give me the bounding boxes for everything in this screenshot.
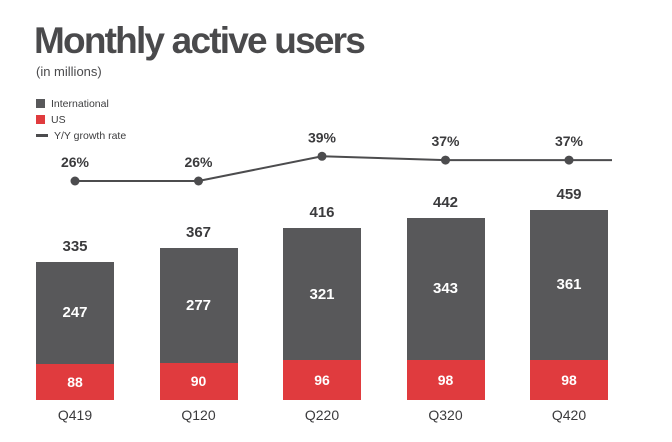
total-value-label: 459 — [556, 186, 582, 204]
us-segment: 96 — [283, 360, 361, 400]
category-label: Q120 — [181, 407, 216, 423]
bar-column-q220: 416 321 96 — [283, 204, 361, 400]
legend-label: Y/Y growth rate — [54, 129, 127, 142]
category-label: Q320 — [428, 407, 463, 423]
bar-column-q420: 459 361 98 — [530, 186, 608, 400]
us-segment: 90 — [159, 362, 238, 400]
chart-subtitle: (in millions) — [36, 64, 102, 79]
international-segment: 343 — [406, 217, 485, 360]
legend-line-swatch-icon — [36, 134, 48, 137]
international-segment: 361 — [530, 210, 608, 360]
legend-item-us: US — [36, 113, 126, 126]
bar-column-q120: 367 277 90 — [159, 224, 238, 400]
page-title: Monthly active users — [34, 20, 366, 61]
bar-column-q419: 335 247 88 — [36, 238, 114, 400]
international-segment: 247 — [36, 261, 114, 364]
total-value-label: 442 — [432, 193, 459, 211]
category-label: Q220 — [304, 407, 340, 423]
legend-item-y-y-growth-rate: Y/Y growth rate — [36, 129, 127, 142]
total-value-label: 335 — [62, 237, 88, 255]
bar-column-q320: 442 343 98 — [406, 193, 485, 400]
international-segment: 321 — [283, 227, 361, 361]
category-label: Q420 — [551, 407, 587, 423]
us-segment: 98 — [406, 359, 485, 400]
legend-label: US — [51, 113, 66, 126]
legend-square-swatch-icon — [36, 99, 45, 108]
us-segment: 88 — [36, 363, 114, 400]
legend-label: International — [51, 97, 109, 110]
legend-item-international: International — [36, 97, 126, 110]
legend: International US Y/Y growth rate — [36, 97, 127, 142]
total-value-label: 416 — [309, 203, 335, 221]
category-label: Q419 — [57, 407, 93, 423]
us-segment: 98 — [530, 359, 608, 400]
international-segment: 277 — [159, 248, 238, 363]
total-value-label: 367 — [185, 224, 212, 242]
legend-square-swatch-icon — [36, 115, 45, 124]
